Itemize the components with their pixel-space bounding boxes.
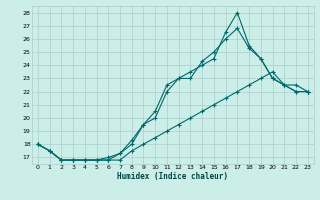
X-axis label: Humidex (Indice chaleur): Humidex (Indice chaleur)	[117, 172, 228, 181]
